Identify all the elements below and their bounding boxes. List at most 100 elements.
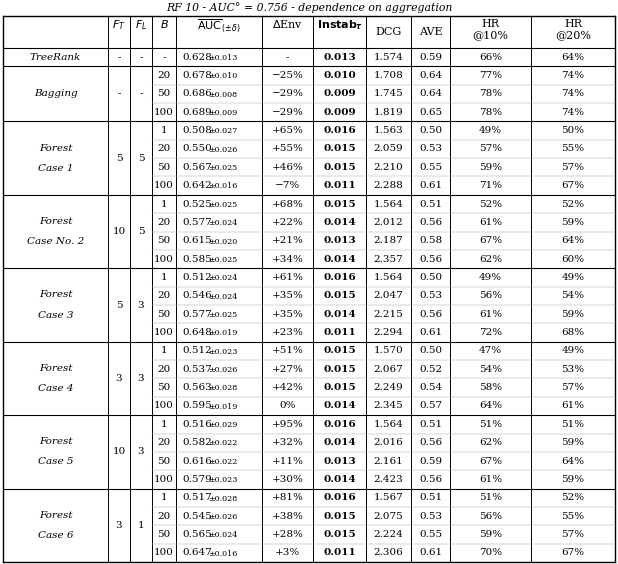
Text: 0.53: 0.53: [419, 512, 442, 521]
Text: 100: 100: [154, 108, 174, 117]
Text: 0.015: 0.015: [323, 144, 356, 153]
Text: +21%: +21%: [271, 236, 303, 245]
Text: 50: 50: [158, 89, 171, 98]
Text: +32%: +32%: [271, 438, 303, 447]
Text: 20: 20: [158, 218, 171, 227]
Text: 54%: 54%: [479, 365, 502, 374]
Text: $\Delta$Env: $\Delta$Env: [272, 18, 303, 30]
Text: +30%: +30%: [271, 475, 303, 484]
Text: 100: 100: [154, 254, 174, 263]
Text: ±0.026: ±0.026: [208, 513, 237, 521]
Text: $\mathbf{Instab}_{\!\boldsymbol{\tau}}$: $\mathbf{Instab}_{\!\boldsymbol{\tau}}$: [317, 18, 362, 32]
Text: 0.577: 0.577: [182, 310, 212, 319]
Text: 0.647: 0.647: [182, 548, 212, 557]
Text: 20: 20: [158, 438, 171, 447]
Text: 0.015: 0.015: [323, 383, 356, 392]
Text: Forest: Forest: [39, 510, 72, 519]
Text: 0.53: 0.53: [419, 144, 442, 153]
Text: ±0.025: ±0.025: [208, 311, 237, 319]
Text: @20%: @20%: [555, 30, 591, 40]
Text: 0.64: 0.64: [419, 89, 442, 98]
Text: 52%: 52%: [479, 200, 502, 209]
Text: 0.011: 0.011: [323, 328, 356, 337]
Text: 77%: 77%: [479, 71, 502, 80]
Text: -: -: [139, 89, 143, 98]
Text: 0.516: 0.516: [182, 420, 212, 429]
Text: −25%: −25%: [271, 71, 303, 80]
Text: 0.009: 0.009: [323, 89, 356, 98]
Text: 1: 1: [161, 420, 167, 429]
Text: 2.215: 2.215: [374, 310, 404, 319]
Text: 10: 10: [112, 447, 125, 456]
Text: 1: 1: [138, 521, 145, 530]
Text: 50: 50: [158, 456, 171, 465]
Text: ±0.020: ±0.020: [208, 237, 237, 245]
Text: 1: 1: [161, 200, 167, 209]
Text: 78%: 78%: [479, 108, 502, 117]
Text: 2.357: 2.357: [374, 254, 404, 263]
Text: 2.187: 2.187: [374, 236, 404, 245]
Text: 1.708: 1.708: [374, 71, 404, 80]
Text: Forest: Forest: [39, 290, 72, 299]
Text: 0.52: 0.52: [419, 365, 442, 374]
Text: ±0.025: ±0.025: [208, 201, 237, 209]
Text: 64%: 64%: [561, 236, 585, 245]
Text: ±0.022: ±0.022: [208, 439, 237, 447]
Text: HR: HR: [481, 19, 499, 29]
Text: 0.55: 0.55: [419, 530, 442, 539]
Text: 0.57: 0.57: [419, 402, 442, 411]
Text: ±0.024: ±0.024: [208, 531, 237, 539]
Text: 2.016: 2.016: [374, 438, 404, 447]
Text: +22%: +22%: [271, 218, 303, 227]
Text: 59%: 59%: [561, 438, 585, 447]
Text: 0.50: 0.50: [419, 273, 442, 282]
Text: 0.56: 0.56: [419, 218, 442, 227]
Text: ±0.028: ±0.028: [208, 495, 237, 503]
Text: Forest: Forest: [39, 144, 72, 152]
Text: 2.210: 2.210: [374, 163, 404, 172]
Text: 5: 5: [138, 227, 145, 236]
Text: 0.51: 0.51: [419, 200, 442, 209]
Text: ±0.026: ±0.026: [208, 146, 237, 154]
Text: 0.61: 0.61: [419, 328, 442, 337]
Text: @10%: @10%: [473, 30, 509, 40]
Text: 1: 1: [161, 346, 167, 355]
Text: 0.015: 0.015: [323, 200, 356, 209]
Text: 2.012: 2.012: [374, 218, 404, 227]
Text: 20: 20: [158, 292, 171, 300]
Text: DCG: DCG: [375, 27, 402, 37]
Text: 53%: 53%: [561, 365, 585, 374]
Text: 0.015: 0.015: [323, 346, 356, 355]
Text: Bagging: Bagging: [34, 89, 77, 98]
Text: 67%: 67%: [479, 456, 502, 465]
Text: 74%: 74%: [561, 71, 585, 80]
Text: 0.512: 0.512: [182, 273, 212, 282]
Text: 0.595: 0.595: [182, 402, 212, 411]
Text: 55%: 55%: [561, 512, 585, 521]
Text: AVE: AVE: [418, 27, 442, 37]
Text: 0.585: 0.585: [182, 254, 212, 263]
Text: 3: 3: [116, 374, 122, 383]
Text: 0.50: 0.50: [419, 346, 442, 355]
Text: 67%: 67%: [561, 181, 585, 190]
Text: 50: 50: [158, 530, 171, 539]
Text: −7%: −7%: [275, 181, 300, 190]
Text: ±0.029: ±0.029: [208, 421, 237, 429]
Text: 62%: 62%: [479, 438, 502, 447]
Text: +28%: +28%: [271, 530, 303, 539]
Text: ±0.027: ±0.027: [208, 127, 237, 135]
Text: 0.014: 0.014: [323, 402, 356, 411]
Text: $F_L$: $F_L$: [135, 18, 147, 32]
Text: 0.009: 0.009: [323, 108, 356, 117]
Text: 51%: 51%: [479, 420, 502, 429]
Text: 0.015: 0.015: [323, 530, 356, 539]
Text: 62%: 62%: [479, 254, 502, 263]
Text: ±0.025: ±0.025: [208, 256, 237, 264]
Text: 0.61: 0.61: [419, 548, 442, 557]
Text: 0.616: 0.616: [182, 456, 212, 465]
Text: 0.56: 0.56: [419, 310, 442, 319]
Text: 5: 5: [116, 301, 122, 310]
Text: 2.161: 2.161: [374, 456, 404, 465]
Text: 0.011: 0.011: [323, 181, 356, 190]
Text: 0.56: 0.56: [419, 438, 442, 447]
